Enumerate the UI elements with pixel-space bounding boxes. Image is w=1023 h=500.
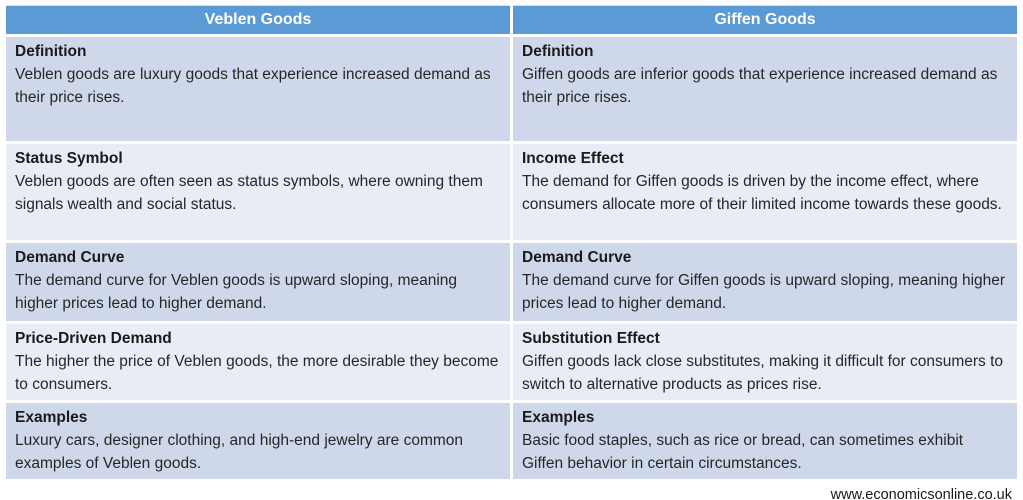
cell-body: The demand for Giffen goods is driven by… [522, 173, 1002, 213]
table-row-definition: Definition Veblen goods are luxury goods… [6, 37, 1017, 141]
cell-giffen-demand-curve: Demand Curve The demand curve for Giffen… [513, 243, 1017, 321]
cell-title: Definition [522, 43, 594, 60]
cell-title: Examples [522, 409, 595, 426]
cell-title: Demand Curve [15, 249, 125, 266]
cell-body: The higher the price of Veblen goods, th… [15, 353, 499, 393]
cell-title: Examples [15, 409, 88, 426]
veblen-giffen-comparison-table: Veblen Goods Giffen Goods Definition Veb… [3, 2, 1020, 482]
cell-body: Veblen goods are often seen as status sy… [15, 173, 483, 213]
website-url: www.economicsonline.co.uk [830, 487, 1012, 500]
cell-giffen-definition: Definition Giffen goods are inferior goo… [513, 37, 1017, 141]
table-row-examples: Examples Luxury cars, designer clothing,… [6, 403, 1017, 479]
cell-veblen-definition: Definition Veblen goods are luxury goods… [6, 37, 510, 141]
cell-giffen-examples: Examples Basic food staples, such as ric… [513, 403, 1017, 479]
cell-veblen-price-driven-demand: Price-Driven Demand The higher the price… [6, 324, 510, 400]
cell-title: Status Symbol [15, 150, 123, 167]
cell-title: Income Effect [522, 150, 624, 167]
cell-giffen-substitution-effect: Substitution Effect Giffen goods lack cl… [513, 324, 1017, 400]
cell-veblen-status-symbol: Status Symbol Veblen goods are often see… [6, 144, 510, 240]
cell-title: Demand Curve [522, 249, 632, 266]
column-header-giffen-goods: Giffen Goods [513, 5, 1017, 34]
cell-body: Luxury cars, designer clothing, and high… [15, 432, 464, 472]
cell-veblen-examples: Examples Luxury cars, designer clothing,… [6, 403, 510, 479]
table-row-price-substitution: Price-Driven Demand The higher the price… [6, 324, 1017, 400]
cell-title: Substitution Effect [522, 330, 660, 347]
cell-giffen-income-effect: Income Effect The demand for Giffen good… [513, 144, 1017, 240]
table-row-demand-curve: Demand Curve The demand curve for Veblen… [6, 243, 1017, 321]
cell-body: Basic food staples, such as rice or brea… [522, 432, 964, 472]
header-row: Veblen Goods Giffen Goods [6, 5, 1017, 34]
cell-title: Definition [15, 43, 87, 60]
cell-body: Giffen goods lack close substitutes, mak… [522, 353, 1004, 393]
cell-veblen-demand-curve: Demand Curve The demand curve for Veblen… [6, 243, 510, 321]
cell-body: The demand curve for Veblen goods is upw… [15, 272, 458, 312]
table-row-status-income: Status Symbol Veblen goods are often see… [6, 144, 1017, 240]
cell-title: Price-Driven Demand [15, 330, 172, 347]
cell-body: The demand curve for Giffen goods is upw… [522, 272, 1006, 312]
cell-body: Giffen goods are inferior goods that exp… [522, 66, 998, 106]
cell-body: Veblen goods are luxury goods that exper… [15, 66, 491, 106]
column-header-veblen-goods: Veblen Goods [6, 5, 510, 34]
